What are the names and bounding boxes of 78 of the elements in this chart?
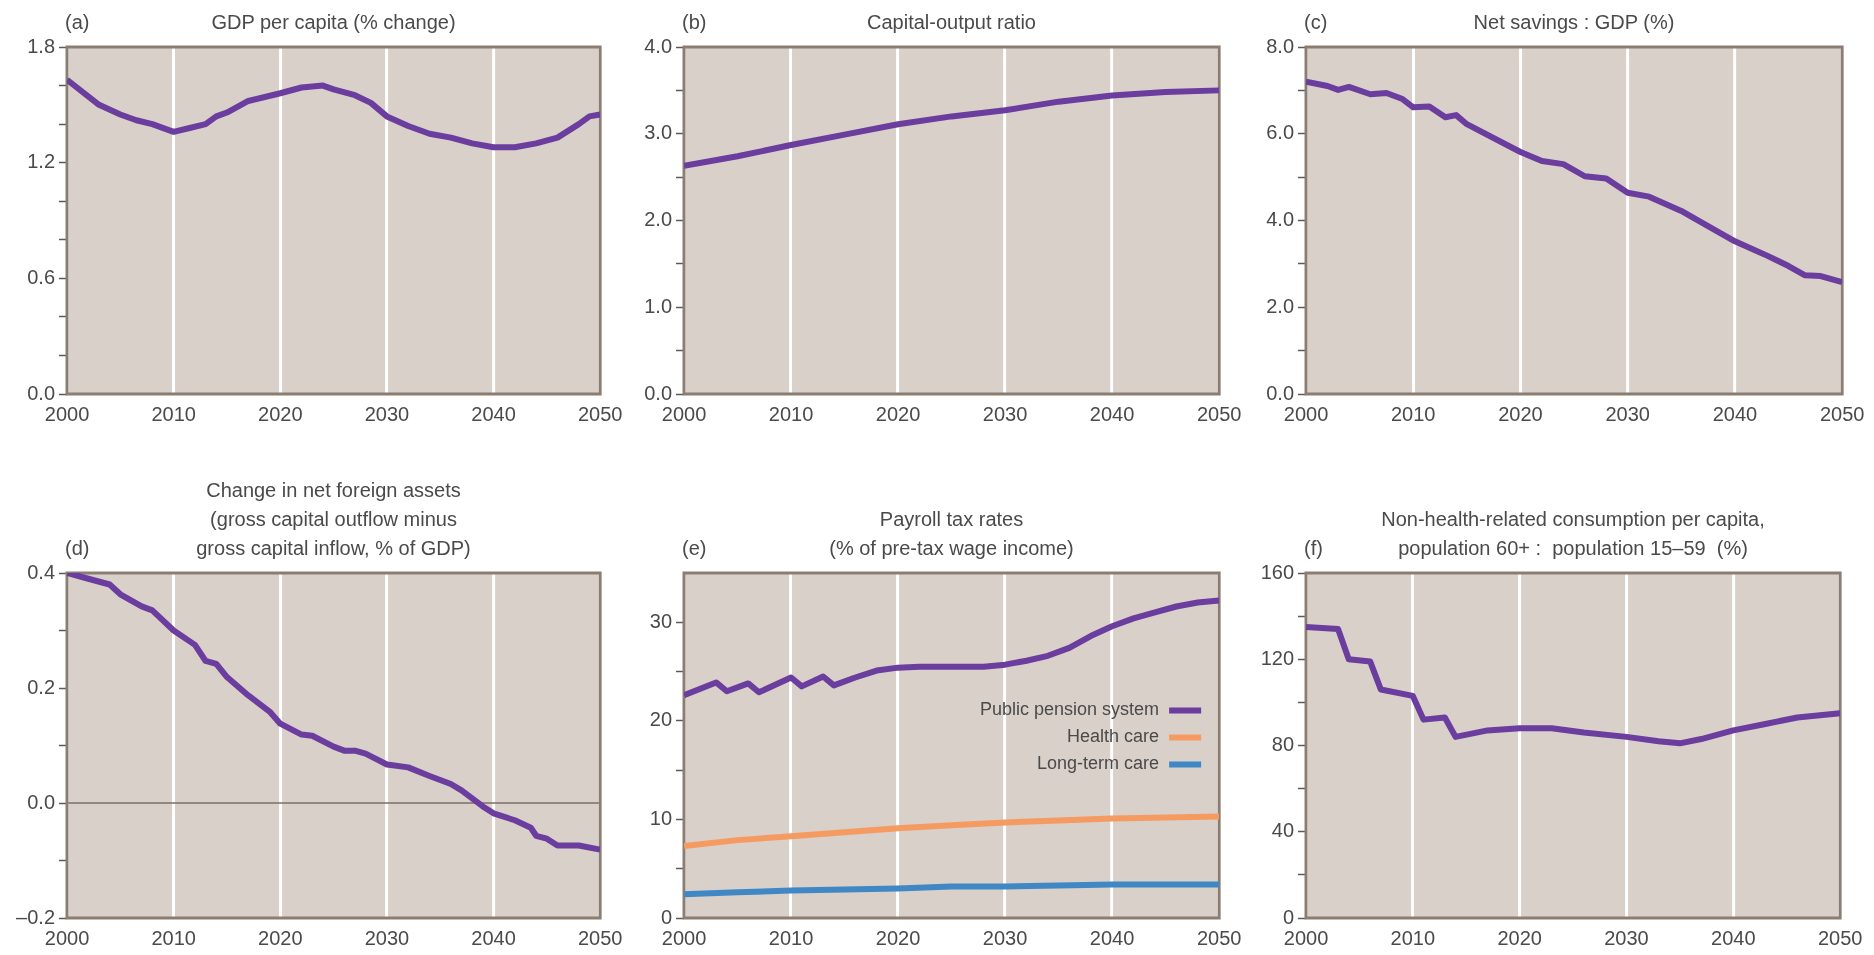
y-tick-label: 0.0: [27, 381, 56, 404]
x-tick-label: 2040: [1089, 926, 1135, 949]
y-tick-label: 1.8: [27, 34, 56, 57]
x-tick-label: 2030: [982, 926, 1028, 949]
x-tick-label: 2020: [258, 926, 303, 949]
x-tick-label: 2040: [471, 402, 516, 425]
chart-title: GDP per capita (% change): [211, 10, 456, 35]
x-tick-label: 2000: [1283, 926, 1329, 949]
legend-label: Public pension system: [979, 699, 1160, 720]
x-tick-label: 2040: [1712, 402, 1758, 425]
text: (a): [65, 11, 90, 33]
x-tick-label: 2010: [151, 402, 196, 425]
x-tick-label: 2000: [661, 402, 707, 425]
x-tick-label: 2040: [471, 926, 516, 949]
x-tick-label: 2020: [1498, 402, 1543, 425]
chart-title: Payroll tax rates (% of pre-tax wage income): [829, 507, 1074, 561]
chart-title: Change in net foreign assets (gross capital outflow minus gross capital inflow, % of GDP): [196, 478, 471, 561]
text: (e): [682, 537, 707, 559]
y-tick-label: 1.0: [644, 294, 673, 317]
text: (d): [65, 537, 90, 559]
chart-title: Capital-output ratio: [867, 10, 1036, 35]
text: (f): [1304, 537, 1323, 559]
x-tick-label: 2010: [1390, 402, 1436, 425]
x-tick-label: 2000: [1283, 402, 1329, 425]
y-tick-label: 4.0: [1266, 208, 1295, 231]
chart-title: Non-health-related consumption per capita, population 60+ : population 15–59 (%): [1381, 507, 1765, 561]
x-tick-label: 2020: [875, 926, 921, 949]
x-tick-label: 2040: [1089, 402, 1135, 425]
x-tick-label: 2040: [1711, 926, 1756, 949]
x-tick-label: 2000: [44, 926, 90, 949]
text: (c): [1304, 11, 1328, 33]
y-tick-label: 2.0: [644, 208, 673, 231]
x-tick-label: 2050: [1819, 402, 1865, 425]
y-tick-label: 10: [649, 806, 673, 829]
y-tick-label: 0.2: [27, 675, 56, 698]
y-tick-label: 0.0: [27, 790, 56, 813]
x-tick-label: 2010: [1390, 926, 1436, 949]
y-tick-label: 1.2: [27, 150, 56, 173]
x-tick-label: 2010: [768, 926, 814, 949]
chart-title: Net savings : GDP (%): [1473, 10, 1675, 35]
x-tick-label: 2050: [577, 926, 623, 949]
x-tick-label: 2010: [151, 926, 196, 949]
y-tick-label: 0.0: [644, 381, 673, 404]
y-tick-label: 6.0: [1266, 121, 1295, 144]
x-tick-label: 2050: [577, 402, 623, 425]
x-tick-label: 2030: [1605, 402, 1650, 425]
legend-label: Health care: [1067, 726, 1160, 747]
x-tick-label: 2030: [364, 402, 410, 425]
x-tick-label: 2010: [768, 402, 814, 425]
y-tick-label: 80: [1271, 733, 1295, 756]
y-tick-label: 4.0: [644, 34, 673, 57]
x-tick-label: 2000: [44, 402, 90, 425]
y-tick-label: 8.0: [1266, 34, 1295, 57]
legend-label: Long-term care: [1037, 753, 1160, 774]
y-tick-label: 0.0: [1266, 381, 1295, 404]
x-tick-label: 2030: [1604, 926, 1649, 949]
x-tick-label: 2030: [364, 926, 410, 949]
x-tick-label: 2020: [258, 402, 303, 425]
y-tick-label: 160: [1260, 560, 1295, 583]
text: (b): [682, 11, 707, 33]
x-tick-label: 2020: [1497, 926, 1542, 949]
x-tick-label: 2020: [875, 402, 921, 425]
x-tick-label: 2050: [1817, 926, 1863, 949]
x-tick-label: 2000: [661, 926, 707, 949]
x-tick-label: 2030: [982, 402, 1028, 425]
y-tick-label: 0: [1282, 905, 1295, 928]
y-tick-label: 0.6: [27, 265, 56, 288]
y-tick-label: 3.0: [644, 121, 673, 144]
y-tick-label: 40: [1271, 819, 1295, 842]
x-tick-label: 2050: [1196, 402, 1242, 425]
y-tick-label: –0.2: [16, 905, 56, 928]
y-tick-label: 0.4: [27, 560, 56, 583]
y-tick-label: 120: [1260, 646, 1295, 669]
y-tick-label: 20: [649, 708, 673, 731]
y-tick-label: 0: [660, 905, 673, 928]
y-tick-label: 30: [649, 609, 673, 632]
y-tick-label: 2.0: [1266, 294, 1295, 317]
x-tick-label: 2050: [1196, 926, 1242, 949]
